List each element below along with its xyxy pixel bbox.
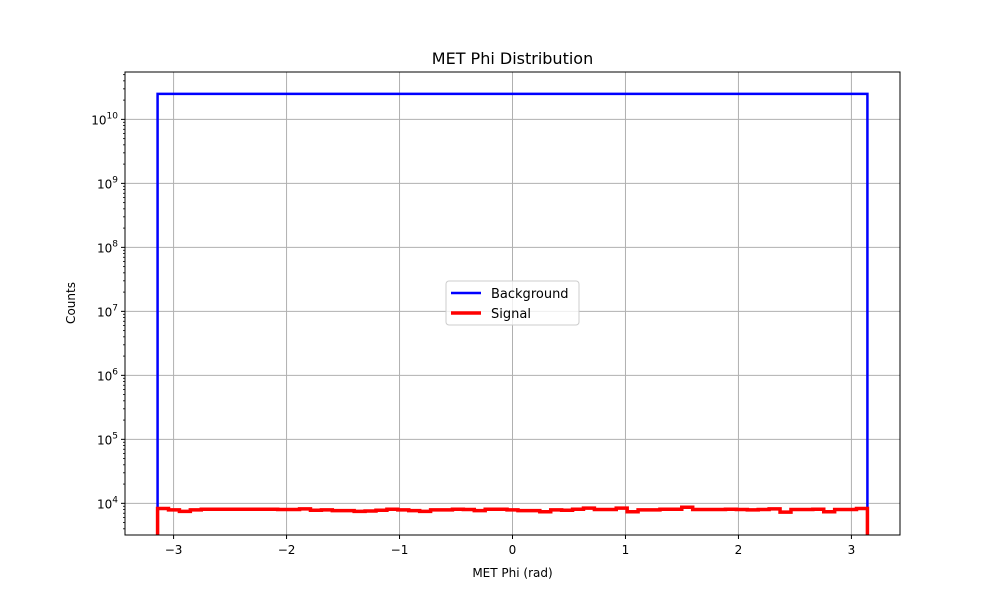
plot-series <box>155 92 870 535</box>
x-tick-label: −2 <box>278 543 296 557</box>
y-axis-label: Counts <box>64 282 78 324</box>
x-tick-label: −1 <box>391 543 409 557</box>
x-axis: −3 −2 −1 0 1 2 3 <box>165 535 856 557</box>
legend: Background Signal <box>445 280 580 326</box>
y-tick-label: 1010 <box>91 111 118 127</box>
x-tick-label: 0 <box>509 543 517 557</box>
legend-label-signal: Signal <box>491 307 531 322</box>
series-background <box>156 92 869 535</box>
y-tick-label: 109 <box>97 175 118 191</box>
y-tick-label: 106 <box>97 367 118 383</box>
y-tick-label: 108 <box>97 239 118 255</box>
y-axis: 104 105 106 107 108 109 1010 <box>91 74 125 530</box>
y-tick-label: 104 <box>97 495 118 511</box>
y-tick-label: 105 <box>97 431 118 447</box>
x-tick-label: 1 <box>622 543 630 557</box>
x-tick-label: −3 <box>165 543 183 557</box>
y-tick-label: 107 <box>97 303 118 319</box>
x-tick-label: 2 <box>735 543 743 557</box>
x-tick-label: 3 <box>848 543 856 557</box>
chart-title: MET Phi Distribution <box>432 49 593 68</box>
x-axis-label: MET Phi (rad) <box>472 566 552 580</box>
legend-label-background: Background <box>491 287 569 302</box>
series-signal <box>155 505 870 535</box>
